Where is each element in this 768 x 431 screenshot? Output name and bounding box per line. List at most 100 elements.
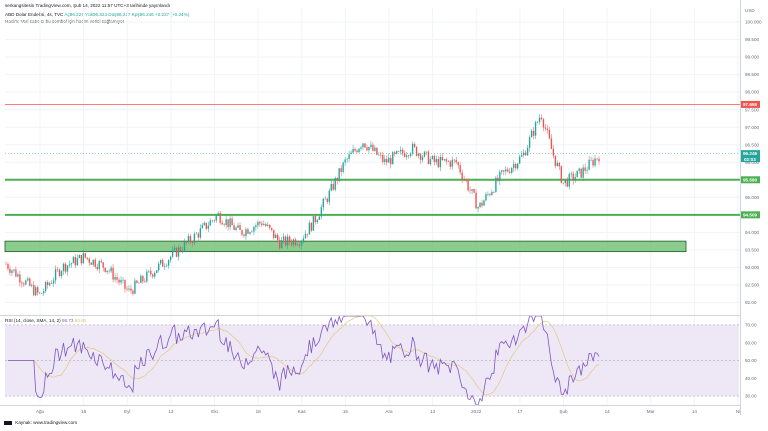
candle-body [487, 194, 489, 195]
candle-body [78, 255, 81, 259]
candle-body [546, 128, 549, 130]
candle-body [370, 144, 372, 147]
candle-body [294, 239, 297, 246]
candle-body [173, 247, 176, 251]
rsi-tick-label: 70.00 [745, 323, 757, 328]
candle-body [94, 259, 96, 267]
candle-body [74, 257, 77, 266]
time-tick-label: Kas [298, 409, 307, 414]
candle-body [257, 221, 259, 226]
candle-body [146, 271, 148, 282]
symbol-name: ABD Dolar Endeksi, 4s, TVC [5, 12, 64, 17]
candle-body [292, 239, 295, 245]
candle-body [175, 247, 178, 257]
candle-body [124, 279, 126, 289]
candle-body [552, 148, 555, 156]
candle-body [288, 236, 291, 243]
candle-body [507, 169, 509, 172]
candle-body [574, 177, 576, 181]
rsi-sma-value: 60.60 [74, 318, 87, 323]
candle-body [177, 247, 180, 257]
footer-credit: Kaynak: www.tradingview.com [4, 420, 77, 425]
candle-body [201, 224, 204, 229]
price-tick-label: 98.500 [745, 72, 759, 77]
candle-body [110, 267, 112, 272]
candle-body [320, 207, 323, 217]
price-tick-label: 93.500 [745, 247, 759, 252]
footer-text: Kaynak: www.tradingview.com [15, 420, 78, 425]
candle-body [62, 263, 65, 272]
candle-body [582, 167, 584, 178]
candle-body [213, 220, 215, 222]
price-tick-label: 94.000 [745, 230, 759, 235]
time-tick-label: 16 [81, 409, 87, 414]
candle-body [376, 147, 378, 155]
candle-body [19, 274, 21, 283]
candle-body [513, 164, 515, 168]
candle-body [48, 283, 51, 286]
candle-body [352, 149, 354, 153]
candle-body [322, 198, 325, 208]
candle-body [80, 255, 83, 264]
candle-body [199, 228, 202, 238]
candle-body [221, 222, 223, 225]
rsi-line [8, 315, 600, 406]
candle-body [495, 177, 497, 193]
candle-body [29, 278, 31, 286]
candle-body [144, 281, 146, 282]
candle-body [425, 151, 428, 153]
time-axis[interactable]: Ağu 16 Eyl 13 Eki 18 Kas 15 Ara 13 2022 17 Şub 14 Mar 1… [36, 409, 740, 414]
price-tick-label: 99.500 [745, 37, 759, 42]
candle-body [277, 234, 279, 240]
candle-body [558, 163, 561, 167]
candle-body [267, 224, 269, 226]
candle-body [247, 229, 249, 234]
candle-body [505, 169, 507, 172]
candle-body [588, 159, 590, 170]
candle-body [255, 225, 257, 227]
candle-body [35, 287, 37, 296]
candle-body [132, 290, 134, 294]
candle-body [477, 206, 479, 209]
candle-body [100, 261, 102, 263]
candle-body [179, 247, 182, 252]
candle-body [15, 269, 17, 277]
candle-body [471, 189, 473, 191]
candle-body [259, 221, 261, 224]
candle-body [284, 236, 287, 246]
candle-body [336, 178, 338, 181]
candle-body [58, 269, 61, 277]
candle-body [427, 151, 430, 165]
candle-body [501, 170, 503, 172]
candle-body [231, 218, 233, 226]
support-zone [4, 240, 687, 253]
candle-body [126, 288, 128, 290]
candle-body [479, 202, 481, 207]
rsi-axis[interactable]: 70.00 60.00 50.00 40.00 30.00 [745, 323, 757, 399]
candle-body [17, 274, 19, 277]
candle-body [169, 256, 172, 261]
candle-body [399, 149, 402, 152]
candle-body [362, 143, 364, 148]
candle-body [108, 270, 110, 272]
candle-body [209, 220, 211, 226]
candle-body [433, 156, 436, 163]
candle-body [189, 236, 192, 243]
candle-body [530, 130, 533, 138]
candle-body [518, 156, 521, 164]
candle-body [150, 270, 152, 275]
level-label: 95.580 [743, 177, 757, 182]
candle-body [392, 152, 394, 165]
candle-body [390, 157, 392, 165]
candle-body [90, 262, 92, 265]
candle-body [584, 167, 586, 171]
candle-body [463, 179, 465, 180]
candle-body [92, 259, 94, 265]
candle-body [409, 153, 412, 156]
candle-body [52, 280, 55, 284]
candle-body [269, 224, 271, 228]
candle-body [435, 159, 438, 163]
price-unit-label: USD [745, 8, 755, 13]
candle-body [536, 121, 539, 123]
